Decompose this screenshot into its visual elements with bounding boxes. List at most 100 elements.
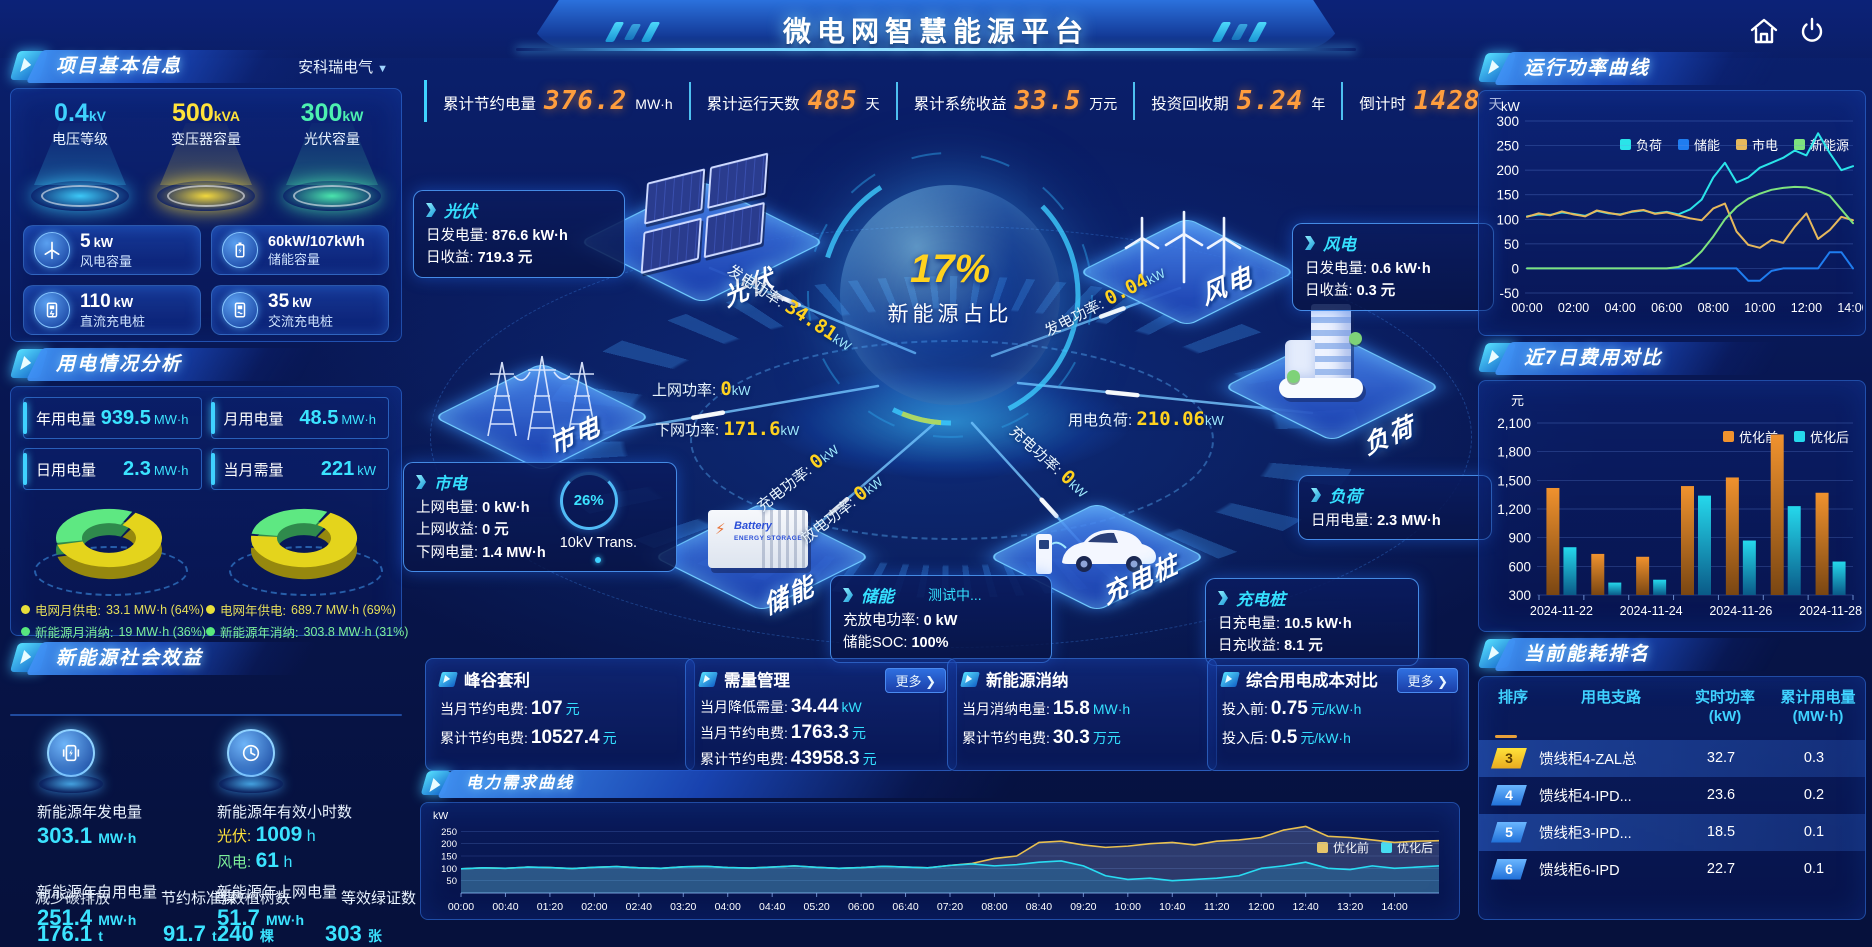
wind-turbines-art <box>1124 210 1242 284</box>
x-tick-label: 00:00 <box>448 901 474 913</box>
home-icon <box>1750 18 1778 44</box>
hours-pedestal <box>219 729 283 793</box>
run-legend-item[interactable]: 市电 <box>1735 135 1778 154</box>
realtime-power: 23.6 <box>1706 787 1736 803</box>
more-button[interactable]: 更多 ❯ <box>885 668 946 693</box>
x-tick-label: 08:40 <box>1026 901 1052 913</box>
dc-charger-icon <box>34 292 70 328</box>
y-tick-label: 1,800 <box>1497 445 1531 460</box>
stat-value: 939.5 <box>100 406 151 429</box>
stat-label: 年用电量 <box>36 410 97 428</box>
value: 0.5 <box>1270 727 1298 749</box>
container-ridges <box>762 510 808 568</box>
ranking-rows[interactable]: 3 馈线柜4-ZAL总 32.7 0.3 4 馈线柜4-IPD... 23.6 0.2 5 馈线柜… <box>1479 739 1865 890</box>
x-tick-label: 10:40 <box>1159 901 1185 913</box>
x-tick-label: 08:00 <box>981 901 1007 913</box>
company-select[interactable]: 安科瑞电气 ▼ <box>298 56 388 77</box>
energy-flow-diagram: ⚡ Battery ENERGY STORAGE 17% 新能源占比 光伏 风电… <box>400 118 1494 666</box>
key: 上网收益: <box>416 522 479 539</box>
y-tick-label: 900 <box>1508 531 1531 546</box>
cost-legend-item[interactable]: 优化后 <box>1793 427 1849 446</box>
branch-name: 馈线柜4-ZAL总 <box>1539 751 1637 768</box>
chevron-down-icon: ▼ <box>377 63 388 75</box>
load-building-art <box>1279 304 1375 404</box>
legend-dot <box>21 605 30 614</box>
transformer-ring: 26% <box>559 471 618 530</box>
y-axis-unit: 元 <box>1511 393 1524 408</box>
infobox-title: 负荷 <box>1329 488 1362 506</box>
generation-pedestal <box>39 729 103 793</box>
legend-renewable-month: 新能源月消纳: 19 MW·h (36%) <box>21 622 206 641</box>
home-button[interactable] <box>1748 16 1780 46</box>
cumulative-energy: 0.1 <box>1803 824 1825 840</box>
unit: 棵 <box>259 928 274 944</box>
legend-label: 新能源 <box>1809 138 1849 153</box>
series-line-优化后 <box>460 860 1440 882</box>
bar-优化后-2024-11-24 <box>1653 579 1667 595</box>
bar-优化后-2024-11-27 <box>1787 506 1801 595</box>
card-label: 储能容量 <box>268 251 321 267</box>
y-tick-label: 50 <box>446 876 457 887</box>
x-tick-label: 05:20 <box>803 901 829 913</box>
value: 51.7 <box>217 905 260 930</box>
series-line-市电 <box>1526 202 1854 249</box>
series-line-新能源 <box>1526 185 1854 270</box>
value: 0.6 kW·h <box>1371 261 1431 277</box>
title-deco-right <box>1211 22 1268 42</box>
key: 日发电量: <box>1305 261 1368 277</box>
run-legend-item[interactable]: 负荷 <box>1619 135 1662 154</box>
legend-label: 优化后 <box>1397 839 1433 856</box>
demand-legend-item[interactable]: 优化后 <box>1380 839 1433 856</box>
run-legend-item[interactable]: 储能 <box>1677 135 1720 154</box>
run-legend-item[interactable]: 新能源 <box>1793 135 1849 154</box>
legend-label: 优化前 <box>1738 430 1778 445</box>
table-row[interactable]: 6 馈线柜6-IPD 22.7 0.1 <box>1479 851 1865 888</box>
stat-label: 月用电量 <box>223 410 284 428</box>
panel-body: 新能源年发电量 303.1 MW·h 新能源年有效小时数 光伏: 1009 h … <box>10 714 416 946</box>
power-button[interactable] <box>1796 16 1828 46</box>
donut-top <box>55 508 162 568</box>
center-sphere: 17% 新能源占比 <box>840 185 1060 405</box>
demand-legend-item[interactable]: 优化前 <box>1316 839 1369 856</box>
infobox-title-row: 负荷 <box>1311 483 1479 507</box>
year-supply-donut <box>211 494 397 598</box>
y-tick-label: 100 <box>1496 212 1519 227</box>
x-tick-label: 12:00 <box>1248 901 1274 913</box>
value: 0.75 <box>1270 698 1308 719</box>
table-row[interactable]: 5 馈线柜3-IPD... 18.5 0.1 <box>1479 813 1865 851</box>
benefit-tree-label: 等效植树数 <box>215 890 291 907</box>
table-row[interactable]: 3 馈线柜4-ZAL总 32.7 0.3 <box>1479 739 1865 777</box>
wind-turbine-icon <box>34 232 70 268</box>
x-tick-label: 10:00 <box>1744 301 1775 315</box>
donut-legend: 电网月供电: 33.1 MW·h (64%) 电网年供电: 689.7 MW·h (… <box>11 598 408 643</box>
x-tick-label: 01:20 <box>537 901 563 913</box>
benefit-tree-value: 240 棵 <box>217 921 274 947</box>
legend-label: 市电 <box>1751 138 1778 153</box>
cost-legend: 优化前 优化后 <box>1722 427 1849 446</box>
mini-row: 当月节约电费: 107 元 <box>440 694 680 723</box>
more-button[interactable]: 更多 ❯ <box>1397 668 1458 693</box>
infobox-storage: 储能 测试中... 充放电功率: 0 kW 储能SOC: 100% <box>830 575 1052 663</box>
series-area-优化后 <box>461 860 1439 893</box>
legend-value: 303.8 MW·h (31%) <box>303 624 409 639</box>
spotlight-voltage-level: 0.4kV 电压等级 <box>21 99 139 219</box>
stat-value: 221 <box>320 457 355 480</box>
y-tick-label: 200 <box>1496 163 1519 178</box>
infobox-row: 储能SOC: 100% <box>843 632 1039 654</box>
realtime-power: 22.7 <box>1706 861 1736 877</box>
table-row[interactable]: 4 馈线柜4-IPD... 23.6 0.2 <box>1479 777 1865 814</box>
infobox-wind: 风电 日发电量: 0.6 kW·h 日收益: 0.3 元 <box>1292 223 1494 311</box>
renewable-share-value: 17% <box>909 247 991 291</box>
realtime-power: 18.5 <box>1706 824 1736 840</box>
legend-dot <box>206 605 216 614</box>
x-tick-label: 02:00 <box>1558 301 1589 315</box>
x-tick-label: 12:40 <box>1292 901 1318 913</box>
kpi-unit: MW·h <box>635 96 673 112</box>
value: 43958.3 <box>790 748 860 770</box>
cost-legend-item[interactable]: 优化前 <box>1722 427 1778 446</box>
infobox-title: 储能 <box>861 588 894 606</box>
x-tick-label: 06:00 <box>1651 301 1682 315</box>
unit: MW·h <box>1092 701 1131 717</box>
infobox-grid: 市电 上网电量: 0 kW·h 上网收益: 0 元 下网电量: 1.4 MW·h… <box>403 462 677 573</box>
kpi-value: 33.5 <box>1014 86 1082 116</box>
